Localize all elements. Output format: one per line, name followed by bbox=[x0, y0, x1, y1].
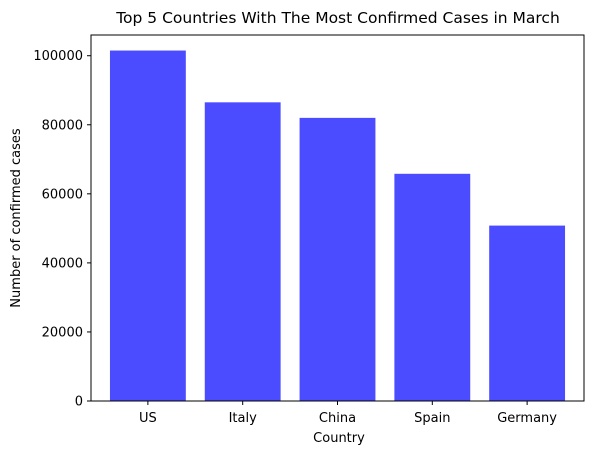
x-tick-label: US bbox=[139, 411, 157, 426]
x-tick-label: Spain bbox=[414, 411, 450, 426]
chart-title: Top 5 Countries With The Most Confirmed … bbox=[115, 9, 560, 27]
x-tick-label: China bbox=[319, 411, 356, 426]
bar-china bbox=[299, 117, 376, 402]
bar-us bbox=[109, 50, 186, 402]
y-tick-label: 100000 bbox=[33, 49, 83, 64]
x-axis-label: Country bbox=[313, 431, 365, 446]
x-tick-label: Italy bbox=[229, 411, 258, 426]
y-ticks: 0 20000 40000 60000 80000 100000 bbox=[33, 49, 91, 410]
y-axis-label: Number of confirmed cases bbox=[9, 128, 24, 308]
bar-germany bbox=[489, 225, 566, 401]
bars-layer bbox=[109, 50, 566, 402]
y-tick-label: 40000 bbox=[42, 256, 83, 271]
y-tick-label: 80000 bbox=[42, 118, 83, 133]
bar-italy bbox=[204, 102, 281, 401]
y-tick-label: 0 bbox=[75, 395, 83, 410]
x-tick-label: Germany bbox=[497, 411, 557, 426]
y-tick-label: 60000 bbox=[42, 187, 83, 202]
x-ticks: US Italy China Spain Germany bbox=[139, 401, 557, 426]
bar-spain bbox=[394, 173, 471, 401]
y-tick-label: 20000 bbox=[42, 325, 83, 340]
